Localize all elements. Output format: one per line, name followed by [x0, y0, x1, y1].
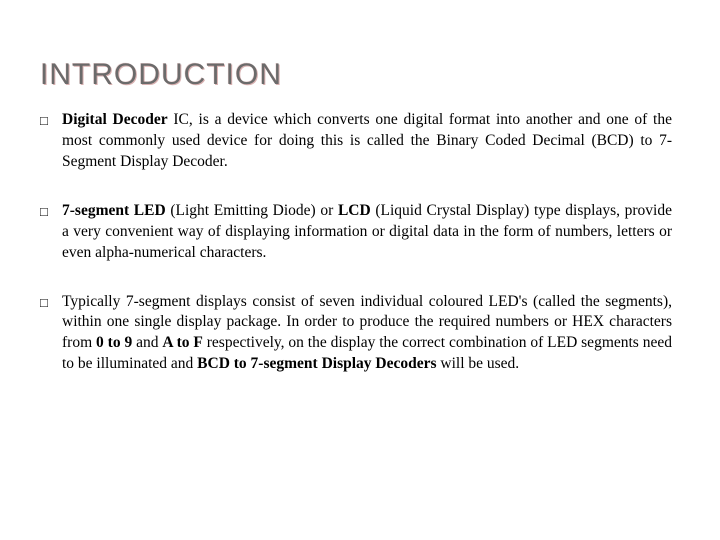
page-title: INTRODUCTION	[40, 58, 672, 92]
list-item: □ Typically 7-segment displays consist o…	[40, 292, 672, 376]
bullet-marker: □	[40, 292, 62, 376]
bullet-text: Typically 7-segment displays consist of …	[62, 292, 672, 376]
bullet-marker: □	[40, 110, 62, 173]
list-item: □ 7-segment LED (Light Emitting Diode) o…	[40, 201, 672, 264]
bullet-list: □ Digital Decoder IC, is a device which …	[40, 110, 672, 375]
bullet-marker: □	[40, 201, 62, 264]
list-item: □ Digital Decoder IC, is a device which …	[40, 110, 672, 173]
bullet-text: Digital Decoder IC, is a device which co…	[62, 110, 672, 173]
bullet-text: 7-segment LED (Light Emitting Diode) or …	[62, 201, 672, 264]
